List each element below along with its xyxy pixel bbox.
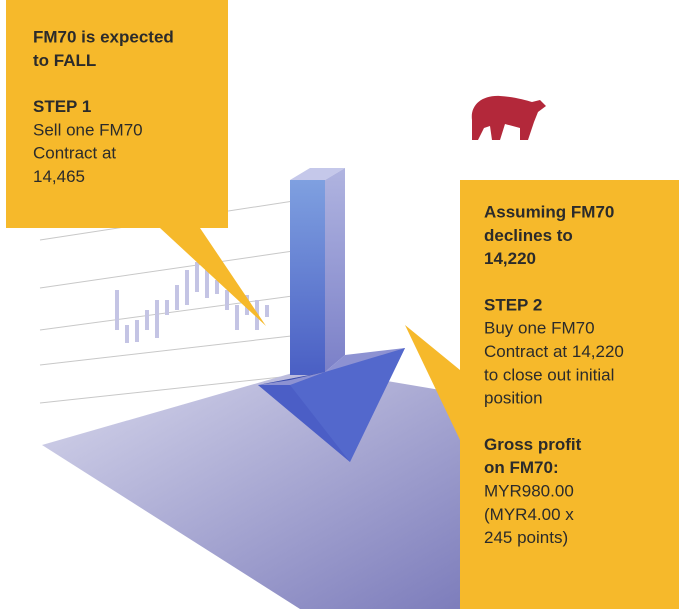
heading: FM70 is expected bbox=[33, 27, 174, 46]
step-text: Contract at bbox=[33, 144, 116, 163]
step-text: to close out initial bbox=[484, 365, 614, 384]
profit-text: 245 points) bbox=[484, 528, 568, 547]
step-text: position bbox=[484, 389, 543, 408]
heading: Assuming FM70 bbox=[484, 202, 614, 221]
heading: to FALL bbox=[33, 51, 96, 70]
bear-icon bbox=[472, 96, 546, 140]
step-label: STEP 1 bbox=[33, 97, 91, 116]
heading: declines to bbox=[484, 226, 573, 245]
step-label: STEP 2 bbox=[484, 295, 542, 314]
profit-text: MYR980.00 bbox=[484, 481, 574, 500]
profit-heading: Gross profit bbox=[484, 435, 582, 454]
step-text: Buy one FM70 bbox=[484, 319, 595, 338]
heading: 14,220 bbox=[484, 249, 536, 268]
step-text: Sell one FM70 bbox=[33, 120, 143, 139]
step-text: Contract at 14,220 bbox=[484, 342, 624, 361]
profit-text: (MYR4.00 x bbox=[484, 505, 574, 524]
profit-heading: on FM70: bbox=[484, 458, 559, 477]
floor bbox=[42, 368, 470, 609]
left-callout bbox=[6, 0, 266, 326]
step-text: 14,465 bbox=[33, 167, 85, 186]
infographic: FM70 is expected to FALL STEP 1 Sell one FM… bbox=[0, 0, 679, 609]
